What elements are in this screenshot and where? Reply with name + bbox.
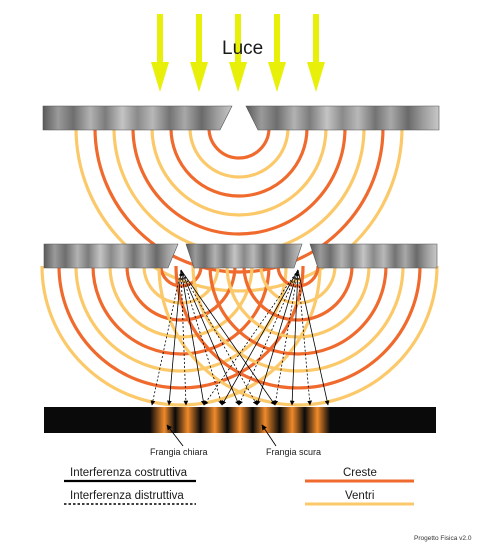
constructive-line [255,269,299,406]
constructive-line [221,269,299,406]
constructive-line [166,269,182,406]
trough-arc [74,127,404,293]
crest-arc [276,265,320,288]
crest-arc [207,127,271,160]
bright-fringe-label: Frangia chiara [150,447,208,457]
destructive-line [180,269,189,406]
destructive-line [180,269,224,406]
destructive-line [180,269,258,406]
trough-arc [40,265,322,407]
crest-arc [159,265,203,288]
screen [44,407,436,433]
constructive-line [180,269,206,406]
trough-arc [150,127,328,217]
legend-crests-label: Creste [343,467,377,479]
interference-lines [150,269,330,406]
light-arrow [268,14,286,92]
legend-constructive-label: Interferenza costruttiva [70,467,187,479]
legend [64,479,414,506]
crest-arc [242,265,354,322]
trough-arc [188,127,290,179]
light-arrow [307,14,325,92]
legend-destructive-label: Interferenza distruttiva [70,490,184,502]
trough-arc [108,265,254,339]
constructive-line [289,269,299,406]
diagram-title: Luce [222,38,264,59]
fringe-pointers [166,424,277,447]
trough-arc [191,265,405,373]
single-slit-wavefronts [74,127,404,293]
crest-arc [131,127,347,236]
trough-arc [259,265,337,305]
crest-arc [208,265,388,356]
destructive-line [273,269,299,406]
destructive-line [238,269,299,406]
dark-fringe-label: Frangia scura [266,447,322,457]
constructive-line [297,269,330,406]
trough-arc [157,265,439,407]
double-slit-wavefronts [40,265,439,407]
double-slit-barrier [43,243,438,269]
light-arrows [151,14,325,92]
single-slit-barrier [42,105,440,131]
trough-arc [225,265,371,339]
constructive-line [180,269,240,406]
destructive-line [297,269,313,406]
light-arrow [190,14,208,92]
constructive-line [180,269,276,406]
credit-text: Progetto Fisica v2.0 [414,535,472,542]
legend-troughs-label: Ventri [345,490,375,502]
crest-arc [93,127,385,274]
light-arrow [229,14,247,92]
crest-arc [169,127,309,198]
light-arrow [151,14,169,92]
destructive-line [203,269,299,406]
destructive-line [150,269,182,406]
